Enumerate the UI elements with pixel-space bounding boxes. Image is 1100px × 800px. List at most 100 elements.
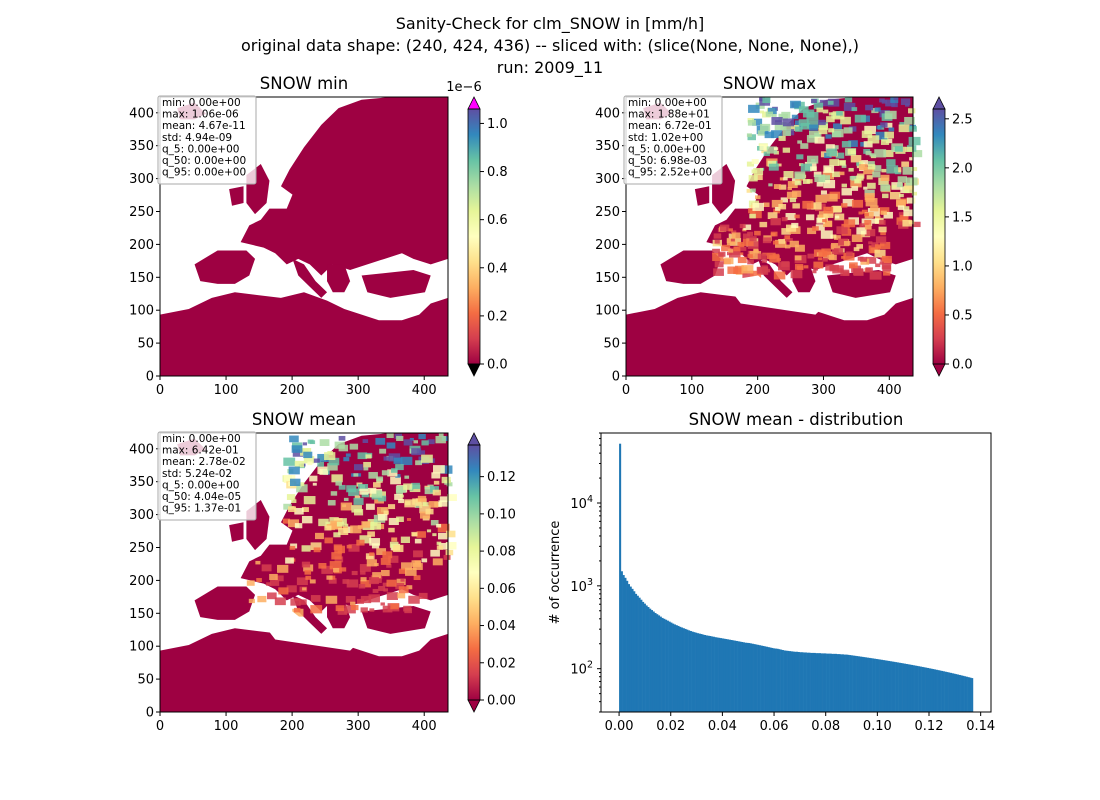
hist-bar [831,653,834,712]
snow-cell [909,157,914,161]
snow-cell [812,270,817,274]
snow-cell [730,230,737,235]
stats-line: min: 0.00e+00 [162,97,241,109]
snow-cell [791,114,799,120]
snow-cell [771,117,783,125]
hist-bar [840,654,843,712]
snow-cell [782,118,795,127]
x-tick-label: 300 [811,383,836,398]
hist-bar [705,635,708,712]
hist-bar [741,641,744,712]
hist-bar [721,638,724,712]
snow-cell [905,103,910,107]
snow-cell [324,537,333,544]
stats-line: mean: 4.67e-11 [162,120,246,132]
snow-cell [288,466,300,475]
snow-cell [755,102,765,109]
hist-bar [884,660,887,712]
snow-cell [882,193,889,199]
hist-bar [880,659,883,712]
snow-cell [872,165,882,172]
snow-cell [294,598,299,602]
snow-cell [837,160,846,166]
snow-cell [784,244,791,249]
snow-cell [445,542,457,550]
snow-cell [816,217,825,224]
hist-bar [918,666,921,712]
snow-cell [356,598,364,604]
snow-cell [826,193,838,202]
snow-cell [718,251,726,257]
snow-cell [360,577,367,582]
hist-bar [875,658,878,712]
snow-cell [883,149,894,158]
snow-cell [307,461,313,466]
snow-cell [367,531,375,537]
snow-cell [733,246,741,252]
snow-cell [293,607,301,613]
snow-cell [324,452,336,461]
snow-cell [820,230,833,239]
snow-cell [783,171,794,179]
snow-cell [802,200,814,209]
hist-bar [698,633,701,712]
snow-cell [768,163,779,171]
snow-cell [382,551,393,559]
snow-cell [261,564,272,572]
snow-cell [836,110,843,116]
hist-bar [962,675,965,712]
snow-cell [905,177,918,186]
hist-bar [636,595,639,712]
snow-cell [807,253,815,259]
snow-cell [292,608,304,617]
hist-bar [661,617,664,712]
hist-bar [650,610,653,712]
stats-line: mean: 6.72e-01 [628,120,712,132]
hist-bar [838,654,841,712]
snow-cell [864,220,872,225]
snow-cell [438,500,448,507]
hist-y-tick-label: 103 [570,577,593,595]
snow-cell [313,547,321,553]
snow-cell [880,139,890,145]
snow-cell [816,181,824,187]
snow-cell [304,570,312,575]
snow-cell [870,205,879,212]
hist-bar [939,670,942,712]
snow-cell [757,130,766,136]
hist-bar [969,677,972,712]
y-tick-label: 150 [595,271,620,286]
hist-bar [813,652,816,712]
snow-cell [854,269,864,276]
map-panel-snow-mean: SNOW mean 0 100 200 300 400 0 50 100 150 200 250 300… [129,410,516,734]
hist-bar [859,656,862,712]
snow-cell [761,259,768,263]
snow-cell [867,135,880,144]
snow-cell [359,535,372,544]
snow-cell [291,499,297,504]
snow-cell [908,108,916,114]
y-tick-label: 100 [129,640,154,655]
snow-cell [908,136,921,146]
snow-cell [763,202,770,207]
x-tick-label: 200 [745,383,770,398]
snow-cell [436,541,442,545]
snow-cell [365,503,375,510]
snow-cell [714,261,724,268]
snow-cell [432,489,441,496]
hist-bar [619,443,622,712]
snow-cell [750,188,756,193]
hist-bar [709,636,712,712]
snow-cell [390,476,401,485]
snow-cell [791,222,799,228]
hist-bar [900,663,903,712]
snow-cell [766,146,778,154]
snow-cell [309,579,316,584]
snow-cell [391,468,398,473]
snow-cell [396,578,406,586]
snow-cell [775,206,781,211]
snow-cell [791,190,802,197]
snow-cell [807,227,817,235]
snow-cell [875,244,882,249]
